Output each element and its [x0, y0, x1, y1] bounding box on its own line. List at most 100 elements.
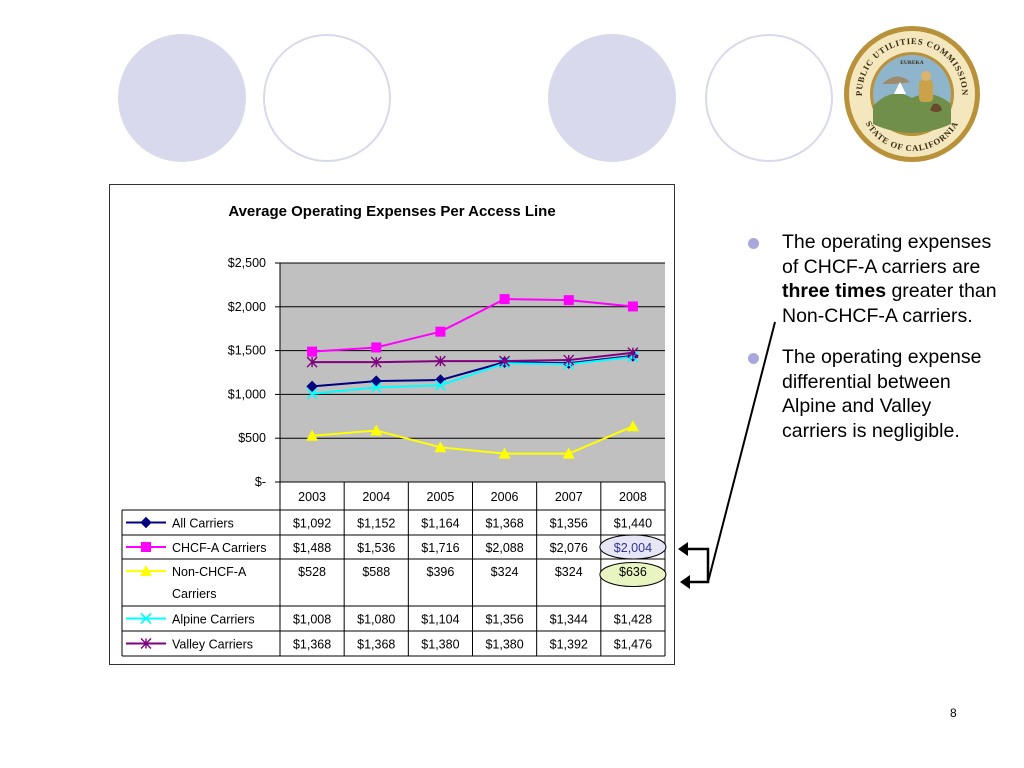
bullet-1-text-bold: three times: [782, 280, 887, 302]
series-line-non-chcf-a-carriers: [312, 425, 634, 455]
legend-label: Alpine Carriers: [172, 613, 255, 627]
legend-label: Valley Carriers: [172, 638, 253, 652]
highlight-ellipse: [599, 534, 667, 560]
data-point-all-carriers: [370, 375, 382, 387]
data-point-chcf-a-carriers: [371, 342, 382, 353]
chart-frame: Average Operating Expenses Per Access Li…: [109, 184, 675, 665]
legend-marker-alpine-carriers: [140, 612, 152, 625]
data-point-chcf-a-carriers: [499, 294, 510, 305]
table-cell-value: $1,368: [293, 638, 331, 652]
table-cell-value: $1,356: [485, 613, 523, 627]
plot-area: [280, 263, 665, 482]
chart-title: Average Operating Expenses Per Access Li…: [228, 203, 556, 220]
x-tick-label: 2008: [619, 490, 647, 504]
data-point-chcf-a-carriers: [307, 346, 318, 357]
table-cell-value: $2,004: [614, 541, 652, 555]
bullet-list: The operating expenses of CHCF-A carrier…: [748, 230, 998, 460]
x-tick-label: 2005: [427, 490, 455, 504]
series-line-valley-carriers: [312, 351, 634, 364]
y-tick-label: $1,000: [228, 387, 266, 401]
data-point-non-chcf-a-carriers: [498, 447, 511, 459]
bullet-item-1: The operating expenses of CHCF-A carrier…: [748, 230, 998, 328]
data-point-alpine-carriers: [306, 388, 318, 400]
bullet-dot-icon: [748, 353, 759, 364]
highlight-ellipse: [599, 562, 667, 587]
table-cell-value: $1,716: [421, 541, 459, 555]
y-tick-label: $-: [255, 475, 266, 489]
table-cell-value: $1,092: [293, 517, 331, 531]
x-tick-label: 2007: [555, 490, 583, 504]
data-point-non-chcf-a-carriers: [434, 441, 447, 453]
y-tick-label: $2,500: [228, 256, 266, 270]
legend-marker-all-carriers: [140, 516, 152, 529]
data-point-chcf-a-carriers: [563, 295, 574, 306]
decorative-circle-3: [548, 34, 676, 162]
data-point-all-carriers: [306, 380, 318, 393]
table-cell-value: $1,368: [357, 638, 395, 652]
decorative-circle-1: [118, 34, 246, 162]
chart-svg: $- $500 $1,000 $1,500 $2,000 $2,500 2003 2004 20…: [121, 256, 667, 657]
table-cell-value: $1,104: [421, 613, 459, 627]
data-point-valley-carriers: [370, 356, 382, 368]
legend-label: CHCF-A Carriers: [172, 541, 266, 555]
data-point-valley-carriers: [434, 355, 446, 367]
data-point-valley-carriers: [306, 356, 318, 368]
table-cell-value: $2,076: [550, 541, 588, 555]
data-point-valley-carriers: [499, 355, 511, 367]
legend-label: Carriers: [172, 587, 216, 601]
legend-label: Non-CHCF-A: [172, 565, 247, 579]
series-line-chcf-a-carriers: [312, 298, 634, 353]
data-point-non-chcf-a-carriers: [562, 447, 575, 459]
table-cell-value: $588: [362, 565, 390, 579]
y-tick-label: $500: [238, 431, 266, 445]
page-number: 8: [950, 706, 957, 720]
table-cell-value: $1,488: [293, 541, 331, 555]
series-line-all-carriers: [312, 354, 634, 388]
x-tick-label: 2006: [491, 490, 519, 504]
y-tick-label: $2,000: [228, 300, 266, 314]
bullet-1-text-pre: The operating expenses of CHCF-A carrier…: [782, 231, 992, 278]
table-cell-value: $1,476: [614, 638, 652, 652]
table-cell-value: $324: [491, 565, 519, 579]
bullet-1-text-post: greater than Non-CHCF-A carriers.: [782, 280, 997, 327]
table-cell-value: $1,428: [614, 613, 652, 627]
series-line-alpine-carriers: [311, 355, 634, 395]
table-cell-value: $1,356: [550, 517, 588, 531]
table-cell-value: $1,164: [421, 517, 459, 531]
table-cell-value: $1,440: [614, 517, 652, 531]
decorative-circle-4: [705, 34, 833, 162]
table-cell-value: $1,380: [485, 638, 523, 652]
data-point-alpine-carriers: [434, 379, 446, 391]
table-cell-value: $1,080: [357, 613, 395, 627]
table-cell-value: $2,088: [485, 541, 523, 555]
bullet-2-text: The operating expense differential betwe…: [782, 346, 982, 442]
table-cell-value: $396: [427, 565, 455, 579]
table-cell-value: $1,536: [357, 541, 395, 555]
data-point-chcf-a-carriers: [627, 301, 638, 312]
table-cell-value: $324: [555, 565, 583, 579]
seal-motto: EUREKA: [900, 60, 924, 66]
legend-marker-valley-carriers: [140, 638, 152, 649]
x-tick-label: 2004: [362, 490, 390, 504]
data-point-non-chcf-a-carriers: [370, 424, 383, 436]
table-cell-value: $1,380: [421, 638, 459, 652]
data-point-alpine-carriers: [370, 381, 382, 393]
bullet-dot-icon: [748, 238, 759, 249]
table-cell-value: $1,344: [550, 613, 588, 627]
table-cell-value: $1,392: [550, 638, 588, 652]
decorative-circle-2: [263, 34, 391, 162]
data-point-non-chcf-a-carriers: [306, 429, 319, 441]
state-seal-logo: PUBLIC UTILITIES COMMISSION STATE OF CAL…: [844, 26, 980, 162]
x-tick-label: 2003: [298, 490, 326, 504]
data-point-valley-carriers: [627, 347, 639, 359]
data-point-non-chcf-a-carriers: [626, 420, 639, 432]
legend-marker-non-chcf-a-carriers: [140, 565, 152, 576]
table-cell-value: $528: [298, 565, 326, 579]
legend-label: All Carriers: [172, 517, 234, 531]
table-cell-value: $1,152: [357, 517, 395, 531]
table-cell-value: $1,008: [293, 613, 331, 627]
table-cell-value: $1,368: [485, 517, 523, 531]
table-cell-value: $636: [619, 565, 647, 579]
legend-marker-chcf-a-carriers: [141, 542, 151, 552]
data-point-valley-carriers: [563, 354, 575, 366]
